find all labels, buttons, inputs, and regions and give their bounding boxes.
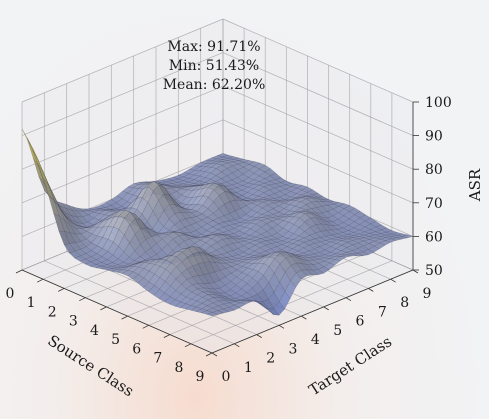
x-tick-label: 4 — [90, 323, 99, 339]
wall-grid-left-h — [21, 119, 224, 204]
wall-grid-right-h — [222, 52, 414, 136]
y-tick-mark — [301, 315, 307, 320]
surface-cell — [262, 305, 274, 315]
x-tick-label: 8 — [174, 360, 183, 376]
x-tick-mark — [58, 288, 65, 292]
x-tick-mark — [100, 306, 107, 311]
x-tick-label: 3 — [69, 314, 78, 330]
axes — [15, 101, 419, 357]
y-tick-mark — [211, 352, 218, 357]
wall-grid-right-h — [222, 85, 414, 170]
y-tick-label: 6 — [356, 314, 365, 330]
surface-cell — [329, 259, 341, 266]
surface-cell — [351, 252, 363, 257]
x-tick-label: 9 — [196, 369, 205, 385]
y-tick-mark — [345, 297, 352, 302]
y-tick-label: 0 — [222, 369, 231, 385]
x-tick-label: 0 — [6, 286, 15, 302]
y-tick-mark — [368, 288, 374, 292]
wall-grid-left-h — [21, 85, 224, 170]
x-tick-label: 1 — [27, 295, 36, 311]
x-tick-mark — [121, 315, 128, 320]
x-tick-mark — [163, 334, 170, 338]
stat-mean: Mean: 62.20% — [163, 77, 266, 93]
x-tick-label: 7 — [153, 351, 162, 367]
surface-cell — [239, 300, 252, 305]
x-tick-mark — [184, 343, 192, 348]
z-tick-label: 60 — [425, 229, 443, 245]
y-tick-label: 3 — [289, 341, 298, 357]
x-tick-label: 2 — [48, 304, 57, 320]
z-axis-label: ASR — [466, 168, 484, 202]
surface-cell — [273, 301, 285, 316]
wall-grid-right-h — [222, 119, 414, 204]
surface-cell — [318, 266, 330, 274]
stat-max: Max: 91.71% — [167, 39, 260, 55]
x-tick-mark — [205, 352, 213, 357]
floor-grid-x — [190, 260, 393, 345]
x-tick-mark — [79, 297, 86, 302]
y-tick-label: 5 — [333, 323, 342, 339]
stat-min: Min: 51.43% — [169, 58, 259, 74]
z-tick-label: 50 — [425, 263, 443, 279]
x-axis-label: Source Class — [44, 331, 137, 400]
y-tick-mark — [234, 343, 240, 348]
x-tick-mark — [142, 324, 149, 329]
x-tick-label: 6 — [132, 341, 141, 357]
z-tick-label: 70 — [425, 196, 443, 212]
surface-cell — [379, 240, 392, 246]
surface-mesh — [21, 128, 414, 317]
y-tick-mark — [278, 324, 285, 329]
y-tick-mark — [390, 278, 396, 283]
surface-cell — [234, 302, 247, 308]
wall-grid-left-h — [21, 18, 224, 103]
surface-cell — [346, 253, 358, 257]
y-tick-label: 4 — [311, 332, 320, 348]
z-tick-label: 90 — [425, 129, 443, 145]
y-axis-line — [211, 269, 414, 354]
y-tick-mark — [323, 306, 329, 311]
y-tick-label: 7 — [378, 304, 387, 320]
x-axis-line — [21, 269, 213, 354]
y-tick-label: 9 — [423, 286, 432, 302]
wall-grid-right-h — [222, 18, 414, 103]
y-tick-label: 2 — [266, 351, 275, 367]
y-tick-mark — [256, 334, 262, 338]
surface-cell — [206, 312, 219, 317]
wall-grid-left-h — [21, 52, 224, 136]
z-tick-label: 100 — [425, 95, 452, 111]
x-tick-mark — [15, 269, 23, 274]
surface-cell — [267, 307, 280, 316]
y-tick-label: 8 — [400, 295, 409, 311]
surface-cell — [312, 269, 325, 276]
x-tick-label: 5 — [111, 332, 120, 348]
surface-cell — [384, 238, 397, 243]
floor-grid-y — [44, 260, 235, 345]
z-tick-label: 80 — [425, 162, 443, 178]
surface-cell — [256, 301, 268, 310]
surface-cell — [301, 269, 313, 277]
surface-cell — [279, 291, 291, 310]
surface-cell — [284, 280, 297, 299]
y-tick-label: 1 — [244, 360, 253, 376]
surface-cell — [306, 269, 319, 276]
x-tick-mark — [36, 278, 44, 283]
y-tick-mark — [412, 269, 419, 274]
